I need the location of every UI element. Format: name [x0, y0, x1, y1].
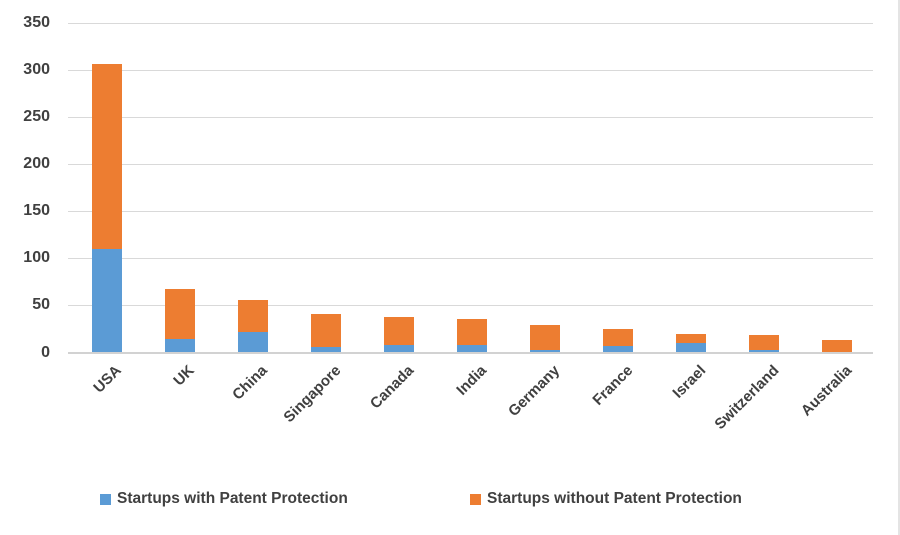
bar-france	[603, 328, 633, 353]
gridline-0	[68, 351, 873, 354]
legend-label-without-patent: Startups without Patent Protection	[487, 490, 742, 507]
x-axis-label-switzerland: Switzerland	[711, 362, 783, 433]
y-axis-tick-label-0: 0	[41, 343, 50, 361]
bar-segment-startups-without-patent-protection-china	[238, 299, 268, 332]
x-axis-label-australia: Australia	[797, 362, 856, 420]
bar-segment-startups-without-patent-protection-singapore	[311, 313, 341, 347]
x-axis-label-israel: Israel	[669, 362, 710, 402]
plot-area: 0 50 100 150 200 250 300 350 USA UK China Singapore…	[23, 14, 873, 433]
bar-segment-startups-without-patent-protection-uk	[165, 289, 195, 340]
gridline-200	[68, 163, 873, 165]
y-axis-tick-label-350: 350	[23, 14, 50, 32]
bar-singapore	[311, 313, 341, 353]
x-axis-label-india: India	[453, 362, 491, 399]
bar-segment-startups-with-patent-protection-uk	[165, 339, 195, 353]
bar-segment-startups-with-patent-protection-france	[603, 345, 633, 353]
x-axis-label-usa: USA	[90, 362, 126, 397]
bar-segment-startups-without-patent-protection-india	[457, 318, 487, 345]
gridline-50	[68, 304, 873, 306]
legend-swatch-with-patent	[100, 493, 111, 505]
bar-india	[457, 318, 487, 353]
chart-legend: Startups with Patent Protection Startups…	[0, 488, 898, 514]
bar-canada	[384, 316, 414, 353]
bar-switzerland	[749, 334, 779, 353]
bar-segment-startups-without-patent-protection-israel	[676, 333, 706, 344]
legend-item-with-patent-protection: Startups with Patent Protection	[100, 488, 348, 510]
x-axis-label-uk: UK	[170, 362, 199, 390]
bar-germany	[530, 325, 560, 353]
bar-segment-startups-with-patent-protection-canada	[384, 344, 414, 353]
bar-segment-startups-with-patent-protection-usa	[92, 249, 122, 353]
legend-label-with-patent: Startups with Patent Protection	[117, 490, 348, 507]
bar-segment-startups-with-patent-protection-israel	[676, 343, 706, 353]
bar-segment-startups-without-patent-protection-switzerland	[749, 334, 779, 350]
x-axis-label-canada: Canada	[366, 362, 418, 413]
x-axis-label-china: China	[229, 362, 272, 404]
gridline-350	[68, 22, 873, 24]
bar-segment-startups-without-patent-protection-usa	[92, 63, 122, 250]
gridline-100	[68, 257, 873, 259]
y-axis-tick-label-300: 300	[23, 61, 50, 79]
x-axis-label-france: France	[589, 362, 637, 409]
gridline-150	[68, 210, 873, 212]
bar-segment-startups-with-patent-protection-singapore	[311, 346, 341, 353]
bar-australia	[822, 340, 852, 353]
y-axis-tick-label-150: 150	[23, 202, 50, 220]
bar-segment-startups-without-patent-protection-canada	[384, 316, 414, 345]
bar-usa	[92, 63, 122, 353]
bar-segment-startups-with-patent-protection-germany	[530, 349, 560, 353]
gridline-250	[68, 116, 873, 118]
x-axis-label-singapore: Singapore	[280, 362, 345, 426]
legend-swatch-without-patent	[470, 493, 481, 505]
bar-uk	[165, 289, 195, 353]
y-axis-tick-label-50: 50	[32, 296, 50, 314]
bar-segment-startups-without-patent-protection-australia	[822, 340, 852, 353]
x-axis-label-germany: Germany	[505, 362, 564, 421]
y-axis-tick-label-200: 200	[23, 155, 50, 173]
bar-israel	[676, 333, 706, 353]
bar-segment-startups-with-patent-protection-switzerland	[749, 349, 779, 353]
bar-segment-startups-with-patent-protection-china	[238, 331, 268, 353]
bar-segment-startups-without-patent-protection-germany	[530, 325, 560, 350]
bar-china	[238, 299, 268, 353]
legend-item-without-patent-protection: Startups without Patent Protection	[470, 488, 742, 510]
gridline-300	[68, 69, 873, 71]
y-axis-tick-label-250: 250	[23, 108, 50, 126]
y-axis-tick-label-100: 100	[23, 249, 50, 267]
bar-segment-startups-without-patent-protection-france	[603, 328, 633, 346]
bar-segment-startups-with-patent-protection-india	[457, 344, 487, 353]
